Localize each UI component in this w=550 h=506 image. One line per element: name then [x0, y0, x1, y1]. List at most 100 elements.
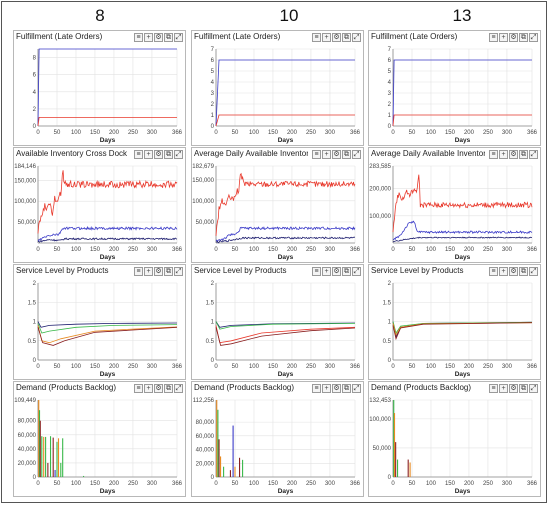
copy-icon[interactable]: ⧉ — [164, 150, 173, 159]
chart-plot: 50,000 100,000 150,000 184,146 0 50 100 150 200 2… — [14, 164, 183, 261]
gear-icon[interactable]: ⚙ — [332, 267, 341, 276]
expand-icon[interactable]: ⤢ — [529, 150, 538, 159]
add-icon[interactable]: + — [144, 33, 153, 42]
add-icon[interactable]: + — [144, 384, 153, 393]
x-tick-label: 150 — [445, 481, 456, 487]
gear-icon[interactable]: ⚙ — [509, 267, 518, 276]
copy-icon[interactable]: ⧉ — [342, 150, 351, 159]
add-icon[interactable]: + — [322, 384, 331, 393]
list-icon[interactable]: ≡ — [312, 150, 321, 159]
y-tick-label: 0 — [211, 475, 215, 481]
expand-icon[interactable]: ⤢ — [529, 33, 538, 42]
add-icon[interactable]: + — [499, 150, 508, 159]
gear-icon[interactable]: ⚙ — [154, 384, 163, 393]
expand-icon[interactable]: ⤢ — [529, 384, 538, 393]
y-tick-label: 50,000 — [196, 220, 215, 226]
x-axis-label: Days — [455, 488, 471, 495]
x-axis-label: Days — [278, 137, 294, 144]
y-tick-label: 50,000 — [18, 220, 37, 226]
expand-icon[interactable]: ⤢ — [352, 384, 361, 393]
list-icon[interactable]: ≡ — [312, 384, 321, 393]
y-tick-label: 2 — [33, 281, 37, 287]
x-tick-label: 300 — [502, 481, 513, 487]
list-icon[interactable]: ≡ — [134, 384, 143, 393]
chart-plot: 0 20,000 40,000 60,000 80,000 112,256 0 50 100 15… — [193, 398, 361, 495]
expand-icon[interactable]: ⤢ — [352, 33, 361, 42]
add-icon[interactable]: + — [144, 267, 153, 276]
chart-plot: 0 50,000 100,000 132,453 0 50 100 150 200 250 300 3… — [369, 398, 537, 495]
add-icon[interactable]: + — [499, 33, 508, 42]
expand-icon[interactable]: ⤢ — [529, 267, 538, 276]
y-tick-label: 0 — [211, 124, 215, 130]
list-icon[interactable]: ≡ — [489, 384, 498, 393]
gear-icon[interactable]: ⚙ — [332, 150, 341, 159]
y-tick-label: 0 — [388, 358, 392, 364]
list-icon[interactable]: ≡ — [134, 33, 143, 42]
x-tick-label: 100 — [426, 481, 437, 487]
add-icon[interactable]: + — [322, 150, 331, 159]
add-icon[interactable]: + — [499, 267, 508, 276]
x-tick-label: 100 — [426, 130, 437, 136]
y-tick-label: 80,000 — [18, 419, 37, 425]
y-tick-label: 0.5 — [28, 339, 37, 345]
gear-icon[interactable]: ⚙ — [509, 384, 518, 393]
x-tick-label: 250 — [128, 247, 139, 253]
gear-icon[interactable]: ⚙ — [154, 33, 163, 42]
copy-icon[interactable]: ⧉ — [342, 33, 351, 42]
list-icon[interactable]: ≡ — [489, 267, 498, 276]
add-icon[interactable]: + — [499, 384, 508, 393]
expand-icon[interactable]: ⤢ — [352, 267, 361, 276]
y-tick-label: 0.5 — [206, 339, 215, 345]
y-tick-label: 40,000 — [18, 447, 37, 453]
expand-icon[interactable]: ⤢ — [174, 150, 183, 159]
copy-icon[interactable]: ⧉ — [519, 384, 528, 393]
add-icon[interactable]: + — [144, 150, 153, 159]
copy-icon[interactable]: ⧉ — [164, 384, 173, 393]
expand-icon[interactable]: ⤢ — [174, 267, 183, 276]
y-tick-label: 200,000 — [369, 187, 391, 193]
list-icon[interactable]: ≡ — [489, 150, 498, 159]
copy-icon[interactable]: ⧉ — [164, 33, 173, 42]
panel-toolbar: ≡ + ⚙ ⧉ ⤢ — [489, 267, 538, 276]
gear-icon[interactable]: ⚙ — [154, 267, 163, 276]
chart-title: Service Level by Products — [194, 266, 287, 275]
x-tick-label: 50 — [409, 481, 416, 487]
gear-icon[interactable]: ⚙ — [332, 33, 341, 42]
gear-icon[interactable]: ⚙ — [332, 384, 341, 393]
gear-icon[interactable]: ⚙ — [509, 150, 518, 159]
x-tick-label: 150 — [268, 481, 279, 487]
list-icon[interactable]: ≡ — [312, 267, 321, 276]
chart-plot: 0 20,000 40,000 60,000 80,000 109,449 0 50 100 15… — [14, 398, 182, 495]
add-icon[interactable]: + — [322, 267, 331, 276]
expand-icon[interactable]: ⤢ — [352, 150, 361, 159]
list-icon[interactable]: ≡ — [134, 150, 143, 159]
x-tick-label: 366 — [172, 364, 183, 370]
x-tick-label: 366 — [172, 247, 183, 253]
list-icon[interactable]: ≡ — [134, 267, 143, 276]
expand-icon[interactable]: ⤢ — [174, 33, 183, 42]
x-tick-label: 100 — [426, 364, 437, 370]
column-header-8: 8 — [95, 6, 105, 25]
x-tick-label: 0 — [214, 364, 218, 370]
expand-icon[interactable]: ⤢ — [174, 384, 183, 393]
gear-icon[interactable]: ⚙ — [154, 150, 163, 159]
y-tick-label: 8 — [33, 56, 37, 62]
copy-icon[interactable]: ⧉ — [164, 267, 173, 276]
x-tick-label: 100 — [249, 130, 260, 136]
y-tick-label: 0 — [33, 475, 37, 481]
add-icon[interactable]: + — [322, 33, 331, 42]
copy-icon[interactable]: ⧉ — [342, 267, 351, 276]
gear-icon[interactable]: ⚙ — [509, 33, 518, 42]
list-icon[interactable]: ≡ — [489, 33, 498, 42]
copy-icon[interactable]: ⧉ — [519, 150, 528, 159]
list-icon[interactable]: ≡ — [312, 33, 321, 42]
copy-icon[interactable]: ⧉ — [342, 384, 351, 393]
chart-title: Fulfillment (Late Orders) — [194, 32, 281, 41]
series-line-red — [215, 172, 356, 236]
copy-icon[interactable]: ⧉ — [519, 267, 528, 276]
copy-icon[interactable]: ⧉ — [519, 33, 528, 42]
x-tick-label: 200 — [287, 130, 298, 136]
x-tick-label: 150 — [445, 364, 456, 370]
y-tick-label: 80,000 — [196, 420, 215, 426]
series-line-red — [37, 117, 177, 127]
